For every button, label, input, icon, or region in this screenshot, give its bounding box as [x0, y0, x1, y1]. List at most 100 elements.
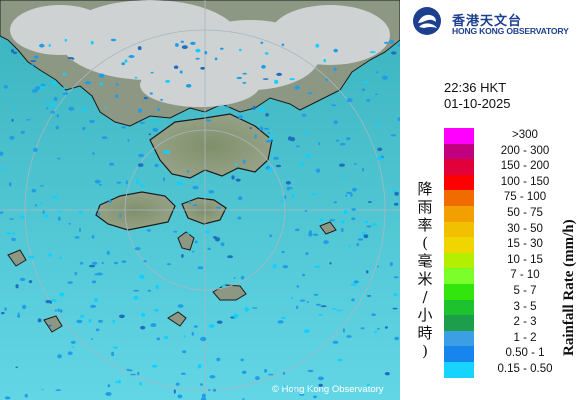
rain-echo	[346, 191, 352, 195]
rain-echo	[382, 75, 388, 80]
legend-label: 3 - 5	[513, 300, 537, 313]
rain-echo	[231, 175, 235, 180]
rain-echo	[56, 114, 60, 118]
rain-echo	[55, 125, 59, 130]
rain-echo	[129, 373, 137, 376]
rain-echo	[329, 219, 336, 222]
legend-swatch	[444, 361, 474, 378]
rain-echo	[12, 51, 18, 55]
rain-echo	[340, 220, 345, 224]
legend-swatch	[444, 221, 474, 238]
rain-echo	[268, 136, 275, 140]
rain-echo	[137, 46, 142, 51]
rain-echo	[175, 382, 180, 386]
rain-echo	[133, 295, 138, 300]
rain-echo	[282, 265, 288, 269]
rain-echo	[11, 49, 14, 53]
rain-echo	[357, 238, 364, 241]
rain-echo	[238, 196, 243, 201]
rain-echo	[233, 277, 236, 279]
hko-logo[interactable]: 香港天文台 HONG KONG OBSERVATORY	[412, 6, 577, 38]
rain-echo	[88, 319, 92, 323]
hong-kong-land	[149, 113, 273, 179]
rain-echo	[134, 76, 138, 79]
legend-label: 1 - 2	[513, 331, 537, 344]
rain-echo	[259, 107, 265, 112]
rain-echo	[323, 240, 329, 245]
rain-echo	[291, 296, 294, 299]
rain-echo	[30, 60, 37, 63]
rain-echo	[226, 105, 230, 108]
rain-echo	[284, 195, 287, 200]
rain-echo	[154, 163, 159, 168]
rain-echo	[227, 255, 234, 259]
rain-echo	[365, 270, 369, 274]
rain-echo	[175, 43, 179, 47]
rain-echo	[68, 106, 75, 111]
rain-echo	[4, 396, 11, 400]
rain-echo	[139, 274, 145, 279]
rain-echo	[393, 293, 398, 297]
rain-echo	[181, 372, 186, 375]
legend-row: 0.15 - 0.50	[444, 361, 576, 378]
rain-echo	[176, 181, 183, 186]
rain-echo	[166, 263, 171, 266]
rain-echo	[137, 163, 144, 167]
rain-echo	[137, 371, 140, 376]
rain-echo	[377, 327, 380, 330]
legend-row: 200 - 300	[444, 143, 576, 160]
rain-echo	[337, 358, 343, 362]
rain-echo	[31, 63, 35, 66]
rain-echo	[300, 162, 305, 167]
rain-echo	[264, 369, 268, 373]
rain-echo	[199, 383, 204, 386]
legend-swatch	[444, 159, 474, 175]
rain-echo	[71, 346, 75, 348]
rain-echo	[208, 389, 211, 392]
rain-echo	[59, 256, 62, 260]
rain-echo	[374, 93, 378, 96]
rain-echo	[254, 134, 257, 139]
rain-echo	[377, 147, 383, 152]
rain-echo	[318, 383, 323, 387]
rain-echo	[14, 108, 17, 111]
rain-echo	[333, 201, 337, 204]
rain-echo	[125, 180, 128, 185]
rain-echo	[363, 234, 369, 239]
rain-echo	[214, 57, 218, 61]
rain-echo	[112, 319, 116, 323]
rain-echo	[345, 194, 348, 197]
legend-row: 7 - 10	[444, 268, 576, 284]
rain-echo	[286, 186, 290, 191]
rain-echo	[393, 276, 399, 279]
rain-echo	[24, 393, 28, 398]
rain-echo	[48, 324, 52, 327]
rain-echo	[390, 134, 397, 137]
radar-map[interactable]: © Hong Kong Observatory	[0, 0, 400, 400]
legend-row: 10 - 15	[444, 252, 576, 269]
legend-label: 150 - 200	[500, 160, 550, 173]
rain-echo	[87, 133, 90, 136]
rain-echo	[84, 81, 92, 85]
rain-echo	[289, 78, 295, 81]
cloud-cover	[10, 0, 390, 107]
rain-echo	[162, 177, 166, 182]
rain-echo	[252, 307, 258, 309]
rain-echo	[220, 47, 224, 50]
legend-row: 2 - 3	[444, 315, 576, 331]
rain-echo	[255, 376, 260, 381]
rain-echo	[262, 78, 269, 80]
rain-echo	[289, 187, 293, 190]
rain-echo	[45, 101, 50, 104]
rain-echo	[9, 218, 14, 220]
rain-echo	[197, 364, 202, 369]
rain-echo	[0, 211, 4, 214]
rain-echo	[294, 85, 300, 90]
rain-echo	[155, 284, 159, 289]
rain-echo	[389, 262, 393, 267]
rain-echo	[128, 55, 135, 58]
rain-echo	[295, 145, 300, 148]
rain-echo	[5, 232, 12, 235]
rain-echo	[342, 328, 345, 333]
rain-echo	[50, 299, 57, 302]
